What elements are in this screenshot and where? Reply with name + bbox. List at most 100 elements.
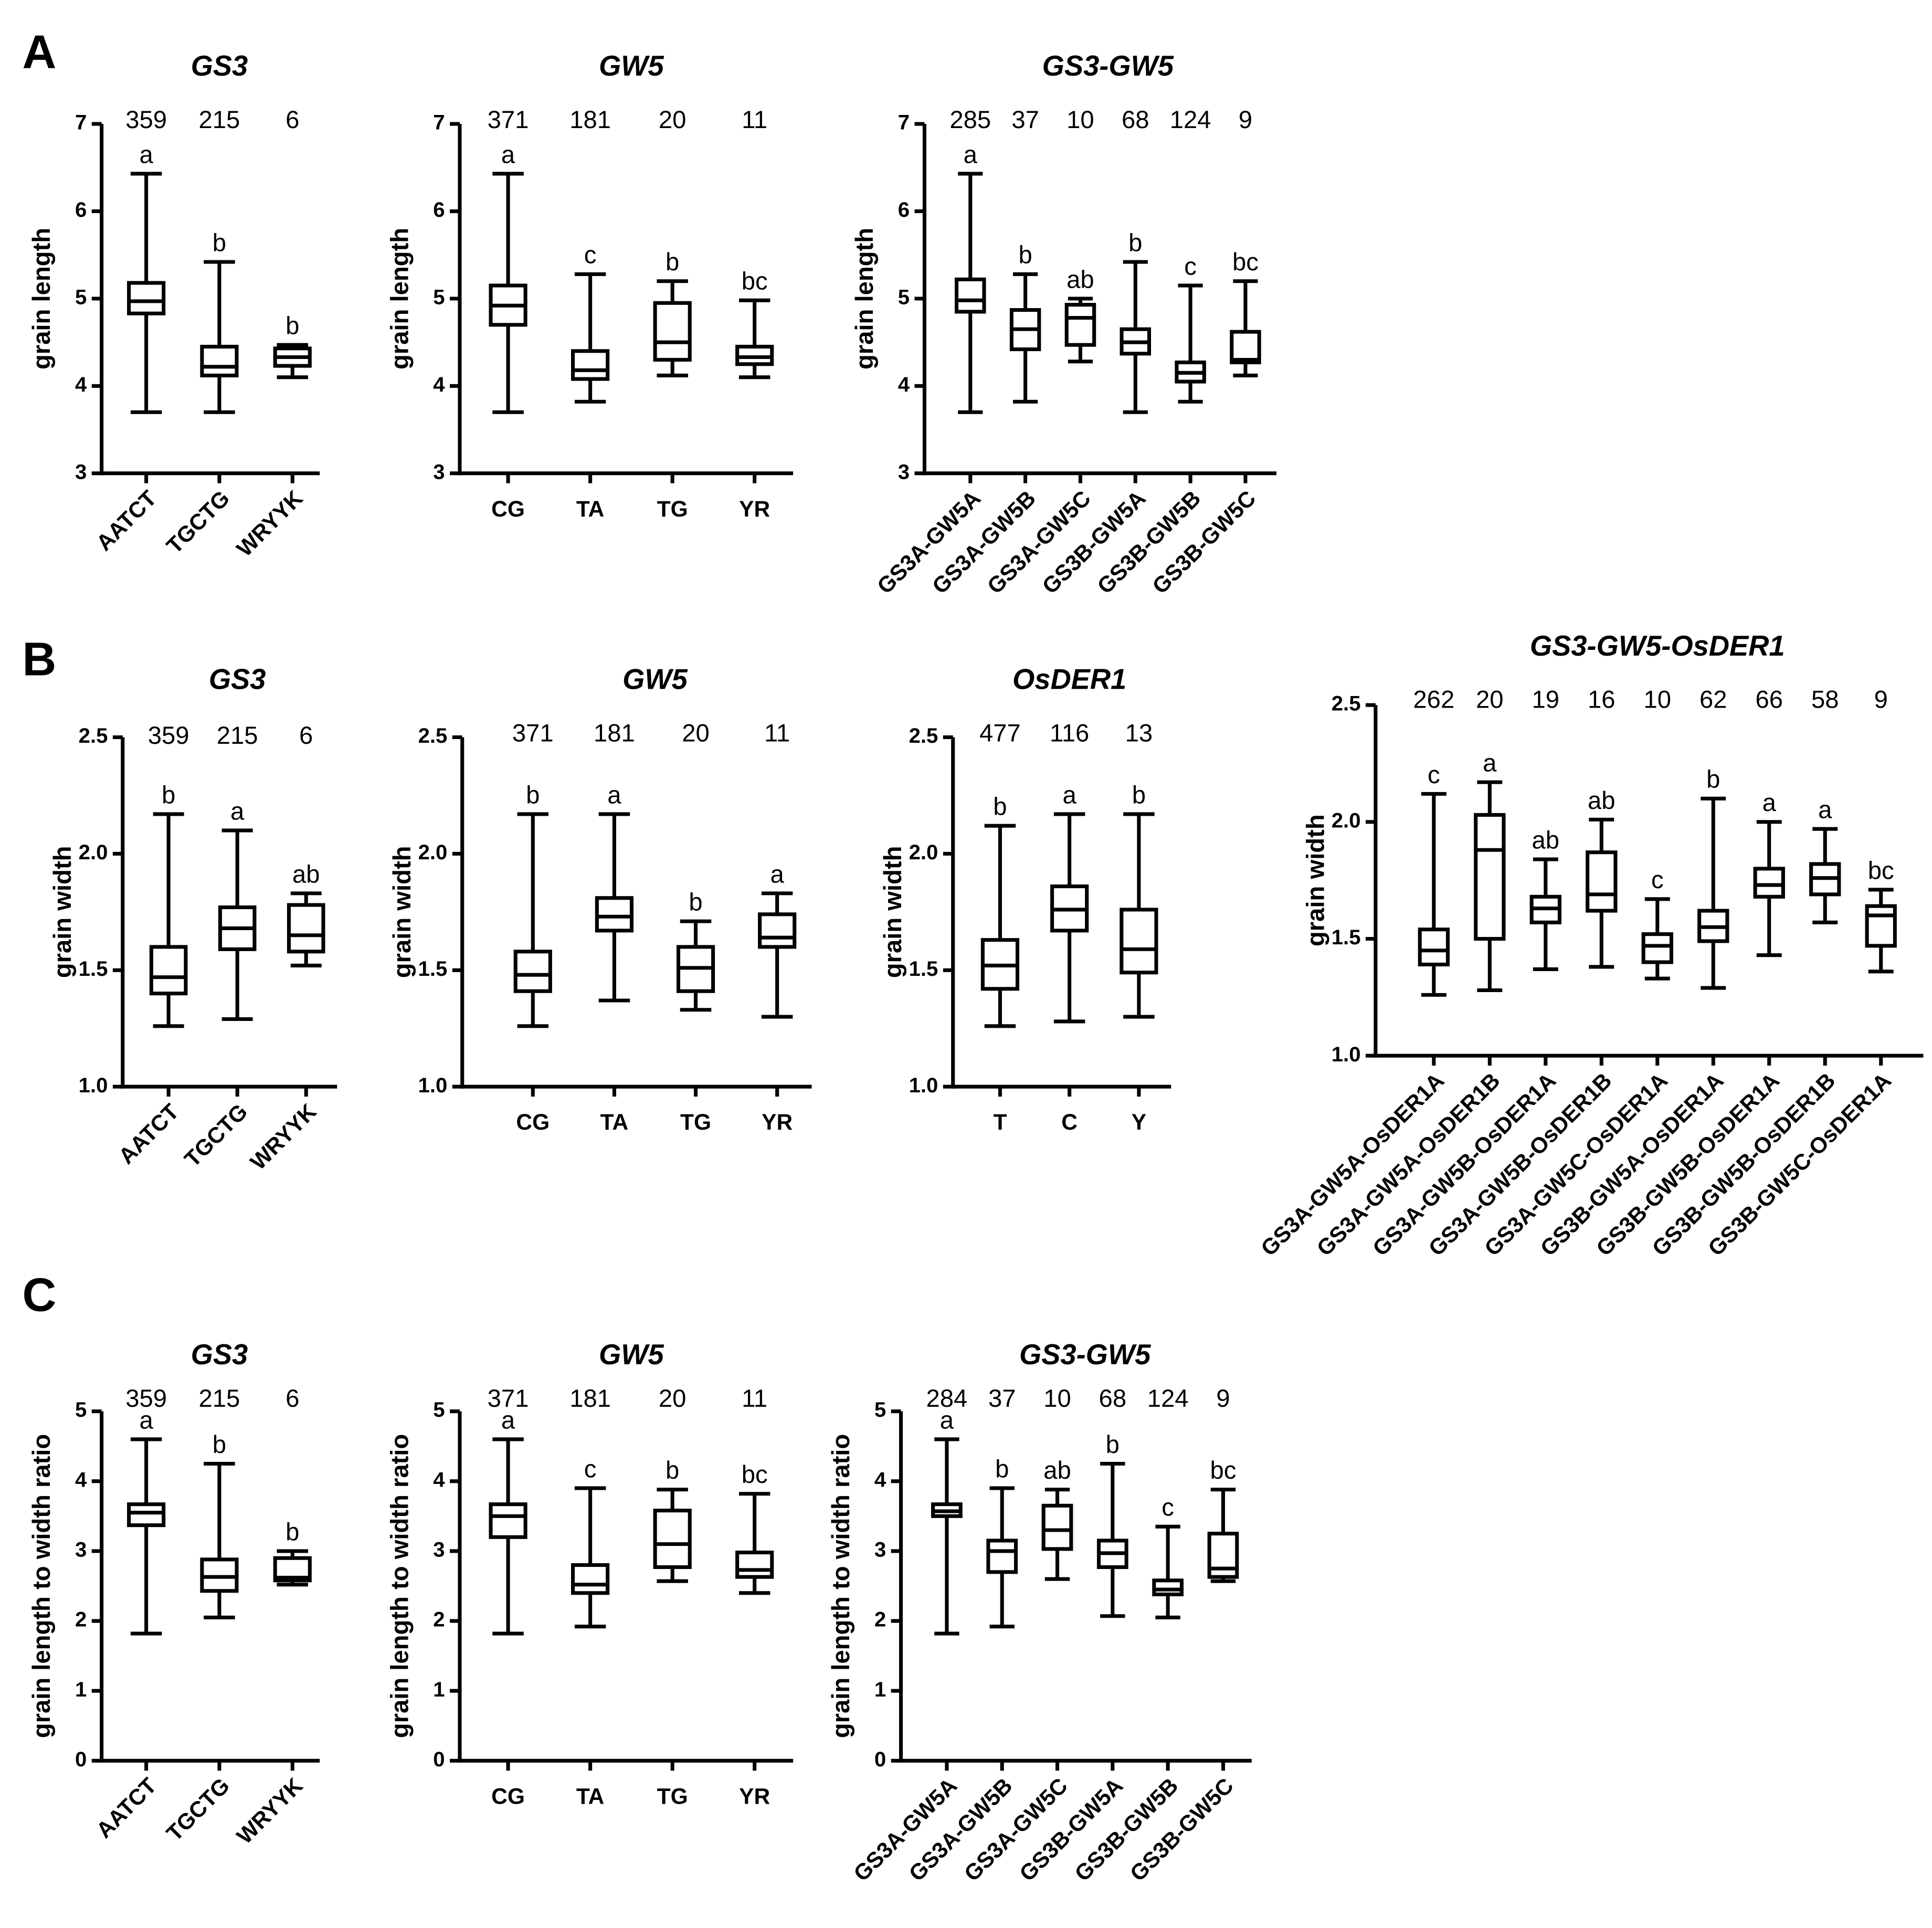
x-tick-label: Y	[1132, 1110, 1146, 1135]
y-tick-label: 4	[898, 373, 910, 396]
count-label: 11	[742, 106, 767, 134]
count-label: 477	[979, 719, 1021, 747]
y-tick-label: 3	[433, 1538, 445, 1562]
group-letter: a	[501, 1406, 515, 1434]
y-tick-label: 4	[75, 373, 87, 396]
y-axis-label: grain length to width ratio	[28, 1434, 56, 1738]
y-axis-label: grain width	[49, 846, 77, 978]
group-letter: b	[286, 1518, 299, 1546]
group-letter: ab	[292, 860, 320, 888]
y-tick-label: 5	[433, 285, 445, 309]
y-tick-label: 7	[75, 111, 87, 134]
x-tick-label: WRYYK	[246, 1099, 321, 1175]
y-tick-label: 1.5	[909, 957, 938, 981]
group-letter: b	[666, 248, 679, 276]
y-tick-label: 1.5	[418, 957, 448, 981]
box	[1865, 904, 1897, 948]
count-label: 181	[569, 106, 611, 134]
group-letter: c	[584, 241, 597, 269]
box	[1120, 908, 1158, 975]
count-label: 371	[488, 106, 529, 134]
group-letter: a	[501, 141, 515, 168]
x-tick-label: TGCTG	[162, 486, 235, 559]
count-label: 6	[286, 1385, 299, 1413]
count-label: 9	[1874, 686, 1888, 714]
y-axis-label: grain width	[388, 846, 416, 978]
box	[489, 1502, 527, 1539]
box	[595, 896, 634, 933]
y-tick-label: 7	[898, 111, 910, 134]
count-label: 359	[148, 722, 189, 750]
y-axis-label: grain length to width ratio	[386, 1434, 414, 1738]
x-tick-label: WRYYK	[232, 486, 308, 562]
y-tick-label: 1.0	[909, 1073, 938, 1097]
x-tick-label: CG	[491, 1784, 525, 1809]
y-axis-label: grain width	[1302, 814, 1329, 946]
x-tick-label: AATCT	[92, 486, 162, 556]
x-tick-label: YR	[739, 497, 770, 522]
panel-label: C	[23, 1269, 57, 1322]
box	[1041, 1503, 1073, 1551]
x-tick-label: AATCT	[114, 1099, 184, 1169]
chart-title: GW5	[599, 50, 664, 82]
group-letter: c	[1651, 866, 1664, 894]
count-label: 58	[1811, 686, 1839, 714]
chart-title: GS3	[209, 663, 266, 696]
chart-title: GS3-GW5	[1042, 50, 1174, 82]
group-letter: a	[230, 797, 245, 825]
y-tick-label: 5	[75, 1398, 87, 1421]
box	[1207, 1532, 1239, 1579]
y-tick-label: 0	[433, 1747, 445, 1771]
y-tick-label: 5	[75, 285, 87, 309]
y-tick-label: 0	[75, 1747, 87, 1771]
group-letter: b	[1128, 229, 1142, 257]
count-label: 124	[1170, 106, 1211, 134]
box	[571, 349, 610, 381]
y-tick-label: 2	[874, 1608, 886, 1631]
count-label: 20	[682, 719, 710, 747]
box	[955, 277, 986, 314]
y-tick-label: 3	[433, 460, 445, 483]
count-label: 10	[1043, 1385, 1071, 1413]
box	[1152, 1578, 1184, 1597]
group-letter: b	[666, 1457, 679, 1484]
y-tick-label: 2.5	[909, 724, 938, 747]
group-letter: c	[1428, 761, 1440, 789]
y-tick-label: 3	[75, 1538, 87, 1562]
group-letter: b	[1706, 766, 1720, 794]
box	[1586, 850, 1618, 913]
count-label: 285	[949, 106, 991, 134]
x-tick-label: TA	[600, 1110, 628, 1135]
x-tick-label: TGCTG	[162, 1774, 235, 1846]
x-tick-label: AATCT	[92, 1774, 162, 1843]
box	[273, 1556, 312, 1583]
count-label: 116	[1050, 719, 1089, 747]
y-tick-label: 1.5	[1332, 925, 1361, 949]
group-letter: bc	[1868, 857, 1894, 884]
count-label: 20	[659, 106, 687, 134]
box	[735, 1551, 774, 1579]
group-letter: b	[993, 793, 1007, 821]
group-letter: a	[1762, 789, 1777, 817]
chart-title: GS3-GW5-OsDER1	[1530, 630, 1785, 662]
y-tick-label: 3	[898, 460, 910, 483]
group-letter: bc	[742, 1461, 768, 1489]
box	[1064, 302, 1096, 347]
y-tick-label: 2.5	[1332, 692, 1361, 715]
count-label: 215	[199, 1385, 240, 1413]
group-letter: a	[139, 141, 153, 168]
group-letter: ab	[1588, 787, 1616, 815]
y-tick-label: 6	[433, 198, 445, 222]
count-label: 19	[1532, 686, 1560, 714]
group-letter: bc	[742, 268, 768, 296]
x-tick-label: YR	[739, 1784, 770, 1809]
chart-title: GW5	[622, 663, 688, 696]
x-tick-label: TA	[576, 497, 604, 522]
box	[1474, 813, 1506, 941]
y-axis-label: grain length	[28, 228, 56, 370]
y-tick-label: 5	[433, 1398, 445, 1421]
box	[127, 1502, 166, 1527]
y-tick-label: 1	[874, 1678, 886, 1701]
